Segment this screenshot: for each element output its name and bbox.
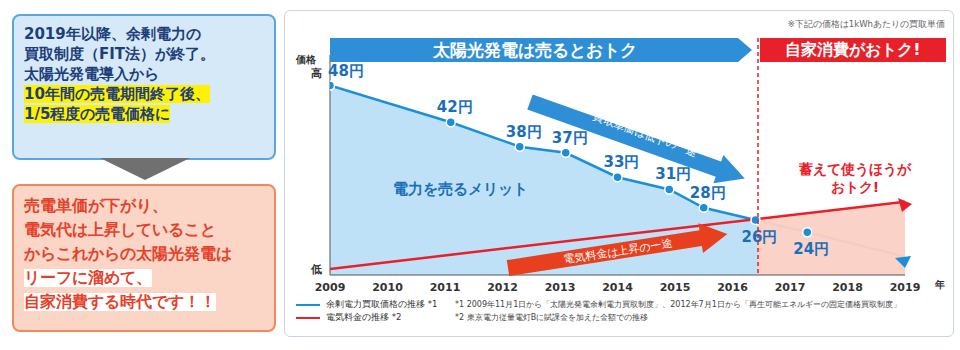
svg-text:2016: 2016: [717, 281, 748, 294]
svg-text:2009: 2009: [315, 281, 346, 294]
svg-text:2017: 2017: [775, 281, 806, 294]
svg-text:2012: 2012: [487, 281, 518, 294]
svg-text:2014: 2014: [602, 281, 633, 294]
svg-text:24円: 24円: [793, 240, 829, 258]
svg-text:48円: 48円: [328, 62, 364, 80]
svg-text:28円: 28円: [690, 184, 726, 202]
svg-text:26円: 26円: [742, 228, 778, 246]
svg-text:2013: 2013: [545, 281, 576, 294]
svg-text:31円: 31円: [655, 165, 691, 183]
svg-text:38円: 38円: [506, 123, 542, 141]
svg-text:33円: 33円: [604, 153, 640, 171]
svg-text:低: 低: [310, 263, 322, 276]
svg-text:2018: 2018: [832, 281, 863, 294]
svg-text:37円: 37円: [552, 129, 588, 147]
svg-text:2019: 2019: [890, 281, 921, 294]
svg-text:2010: 2010: [372, 281, 403, 294]
svg-text:42円: 42円: [437, 98, 473, 116]
svg-text:2015: 2015: [660, 281, 691, 294]
svg-text:2011: 2011: [430, 281, 461, 294]
svg-text:高: 高: [311, 67, 322, 80]
